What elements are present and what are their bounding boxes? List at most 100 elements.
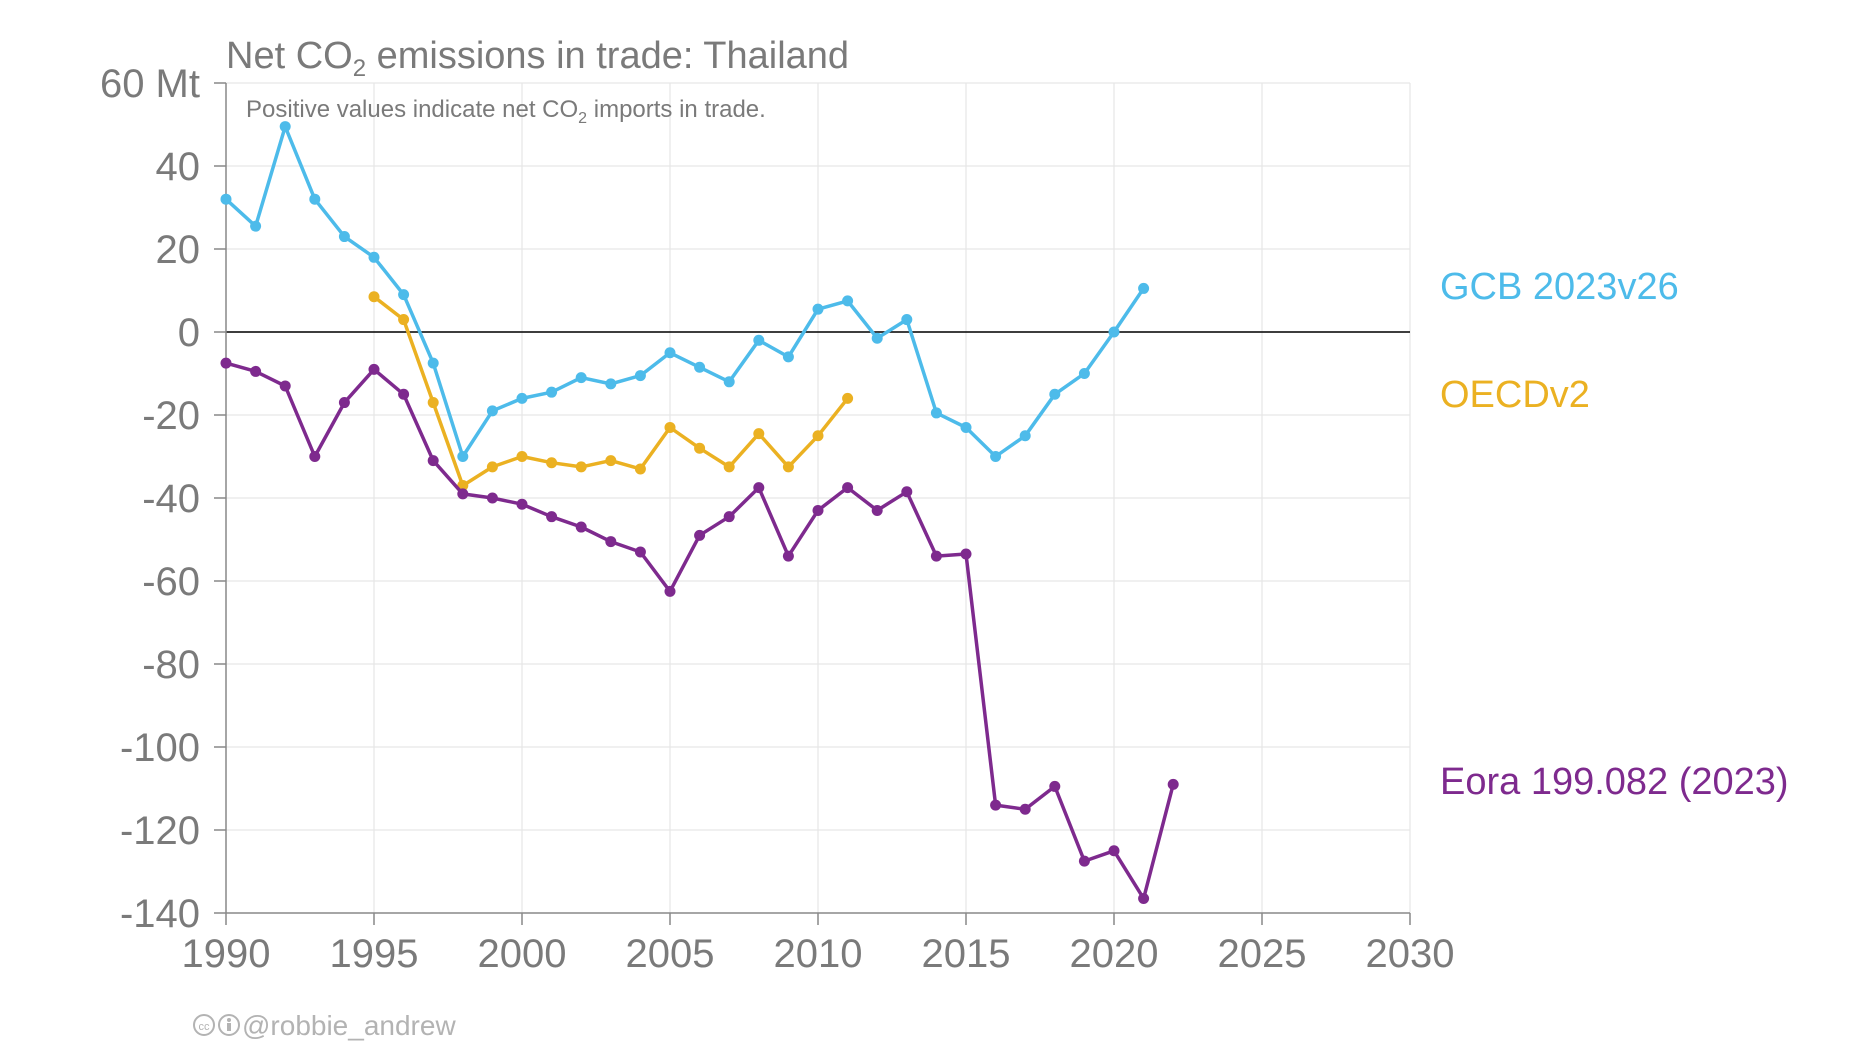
data-point xyxy=(605,378,617,390)
credit: cc @robbie_andrew xyxy=(193,1010,456,1041)
y-tick-label: -140 xyxy=(120,892,200,936)
data-point xyxy=(220,193,232,205)
data-point xyxy=(250,220,262,232)
data-point xyxy=(930,407,942,419)
x-tick-label: 2015 xyxy=(922,932,1011,976)
series-layer xyxy=(220,121,1179,904)
data-point xyxy=(457,488,469,500)
series-labels: GCB 2023v26 OECDv2 Eora 199.082 (2023) xyxy=(1440,266,1789,803)
data-point xyxy=(575,372,587,384)
data-point xyxy=(812,303,824,315)
data-point xyxy=(398,388,410,400)
y-tick-label: -120 xyxy=(120,809,200,853)
data-point xyxy=(1078,368,1090,379)
data-point xyxy=(427,357,439,369)
data-point xyxy=(220,357,232,369)
cc-icon: cc xyxy=(193,1014,215,1036)
data-point xyxy=(723,461,735,473)
data-point xyxy=(634,463,646,475)
data-point xyxy=(842,482,854,494)
data-point xyxy=(309,193,321,205)
data-point xyxy=(990,451,1002,462)
data-point xyxy=(871,504,883,516)
y-tick-label: 20 xyxy=(156,228,201,272)
data-point xyxy=(575,461,587,473)
data-point xyxy=(338,397,350,409)
data-point xyxy=(250,365,262,377)
gridlines xyxy=(226,82,1411,913)
svg-text:cc: cc xyxy=(199,1021,211,1033)
x-tick-label: 2020 xyxy=(1070,932,1159,976)
chart-title: Net CO2 emissions in trade: Thailand xyxy=(226,35,849,82)
y-tick-label: 40 xyxy=(156,145,201,189)
y-tick-label: -100 xyxy=(120,726,200,770)
data-point xyxy=(812,430,824,442)
data-point xyxy=(901,314,913,326)
data-point xyxy=(486,405,498,417)
series-2 xyxy=(220,357,1179,904)
data-point xyxy=(694,529,706,541)
data-point xyxy=(516,451,528,462)
data-point xyxy=(1167,778,1179,790)
y-tick-label: 0 xyxy=(178,311,200,355)
x-tick-label: 2025 xyxy=(1218,932,1307,976)
x-tick-label: 1990 xyxy=(182,932,271,976)
data-point xyxy=(664,585,676,597)
data-point xyxy=(486,461,498,473)
data-point xyxy=(694,361,706,373)
data-point xyxy=(753,428,765,440)
data-point xyxy=(398,289,410,301)
data-point xyxy=(516,498,528,510)
x-tick-label: 1995 xyxy=(330,932,419,976)
data-point xyxy=(1019,803,1031,815)
data-point xyxy=(723,511,735,523)
data-point xyxy=(753,334,765,346)
data-point xyxy=(871,332,883,344)
data-point xyxy=(605,455,617,467)
data-point xyxy=(1019,430,1031,442)
x-tick-label: 2030 xyxy=(1366,932,1455,976)
data-point xyxy=(1108,326,1120,338)
x-tick-label: 2010 xyxy=(774,932,863,976)
data-point xyxy=(1078,855,1090,867)
data-point xyxy=(368,291,380,303)
data-point xyxy=(1108,845,1120,857)
x-tick-label: 2005 xyxy=(626,932,715,976)
x-tick-label: 2000 xyxy=(478,932,567,976)
series-label: GCB 2023v26 xyxy=(1440,266,1679,308)
data-point xyxy=(457,451,469,462)
series-label: OECDv2 xyxy=(1440,374,1590,416)
data-point xyxy=(605,536,617,548)
data-point xyxy=(309,451,321,462)
data-point xyxy=(782,461,794,473)
series-1 xyxy=(368,291,854,492)
data-point xyxy=(516,392,528,404)
y-tick-label: -20 xyxy=(142,394,200,438)
data-point xyxy=(842,295,854,307)
data-point xyxy=(723,376,735,388)
data-point xyxy=(486,492,498,504)
y-tick-label: -80 xyxy=(142,643,200,687)
data-point xyxy=(1049,780,1061,792)
data-point xyxy=(812,504,824,516)
data-point xyxy=(575,521,587,533)
data-point xyxy=(368,363,380,375)
data-point xyxy=(1049,388,1061,400)
data-point xyxy=(782,550,794,562)
data-point xyxy=(546,386,558,398)
y-tick-label: -60 xyxy=(142,560,200,604)
y-tick-label: 60 Mt xyxy=(100,62,200,106)
series-label: Eora 199.082 (2023) xyxy=(1440,761,1789,803)
data-point xyxy=(664,421,676,433)
data-point xyxy=(930,550,942,562)
data-point xyxy=(753,482,765,494)
attribution-icon xyxy=(218,1014,240,1036)
data-point xyxy=(1138,892,1150,904)
data-point xyxy=(634,370,646,382)
data-point xyxy=(634,546,646,558)
series-line xyxy=(224,124,1146,459)
chart-subtitle: Positive values indicate net CO2 imports… xyxy=(246,96,766,127)
data-point xyxy=(901,486,913,498)
